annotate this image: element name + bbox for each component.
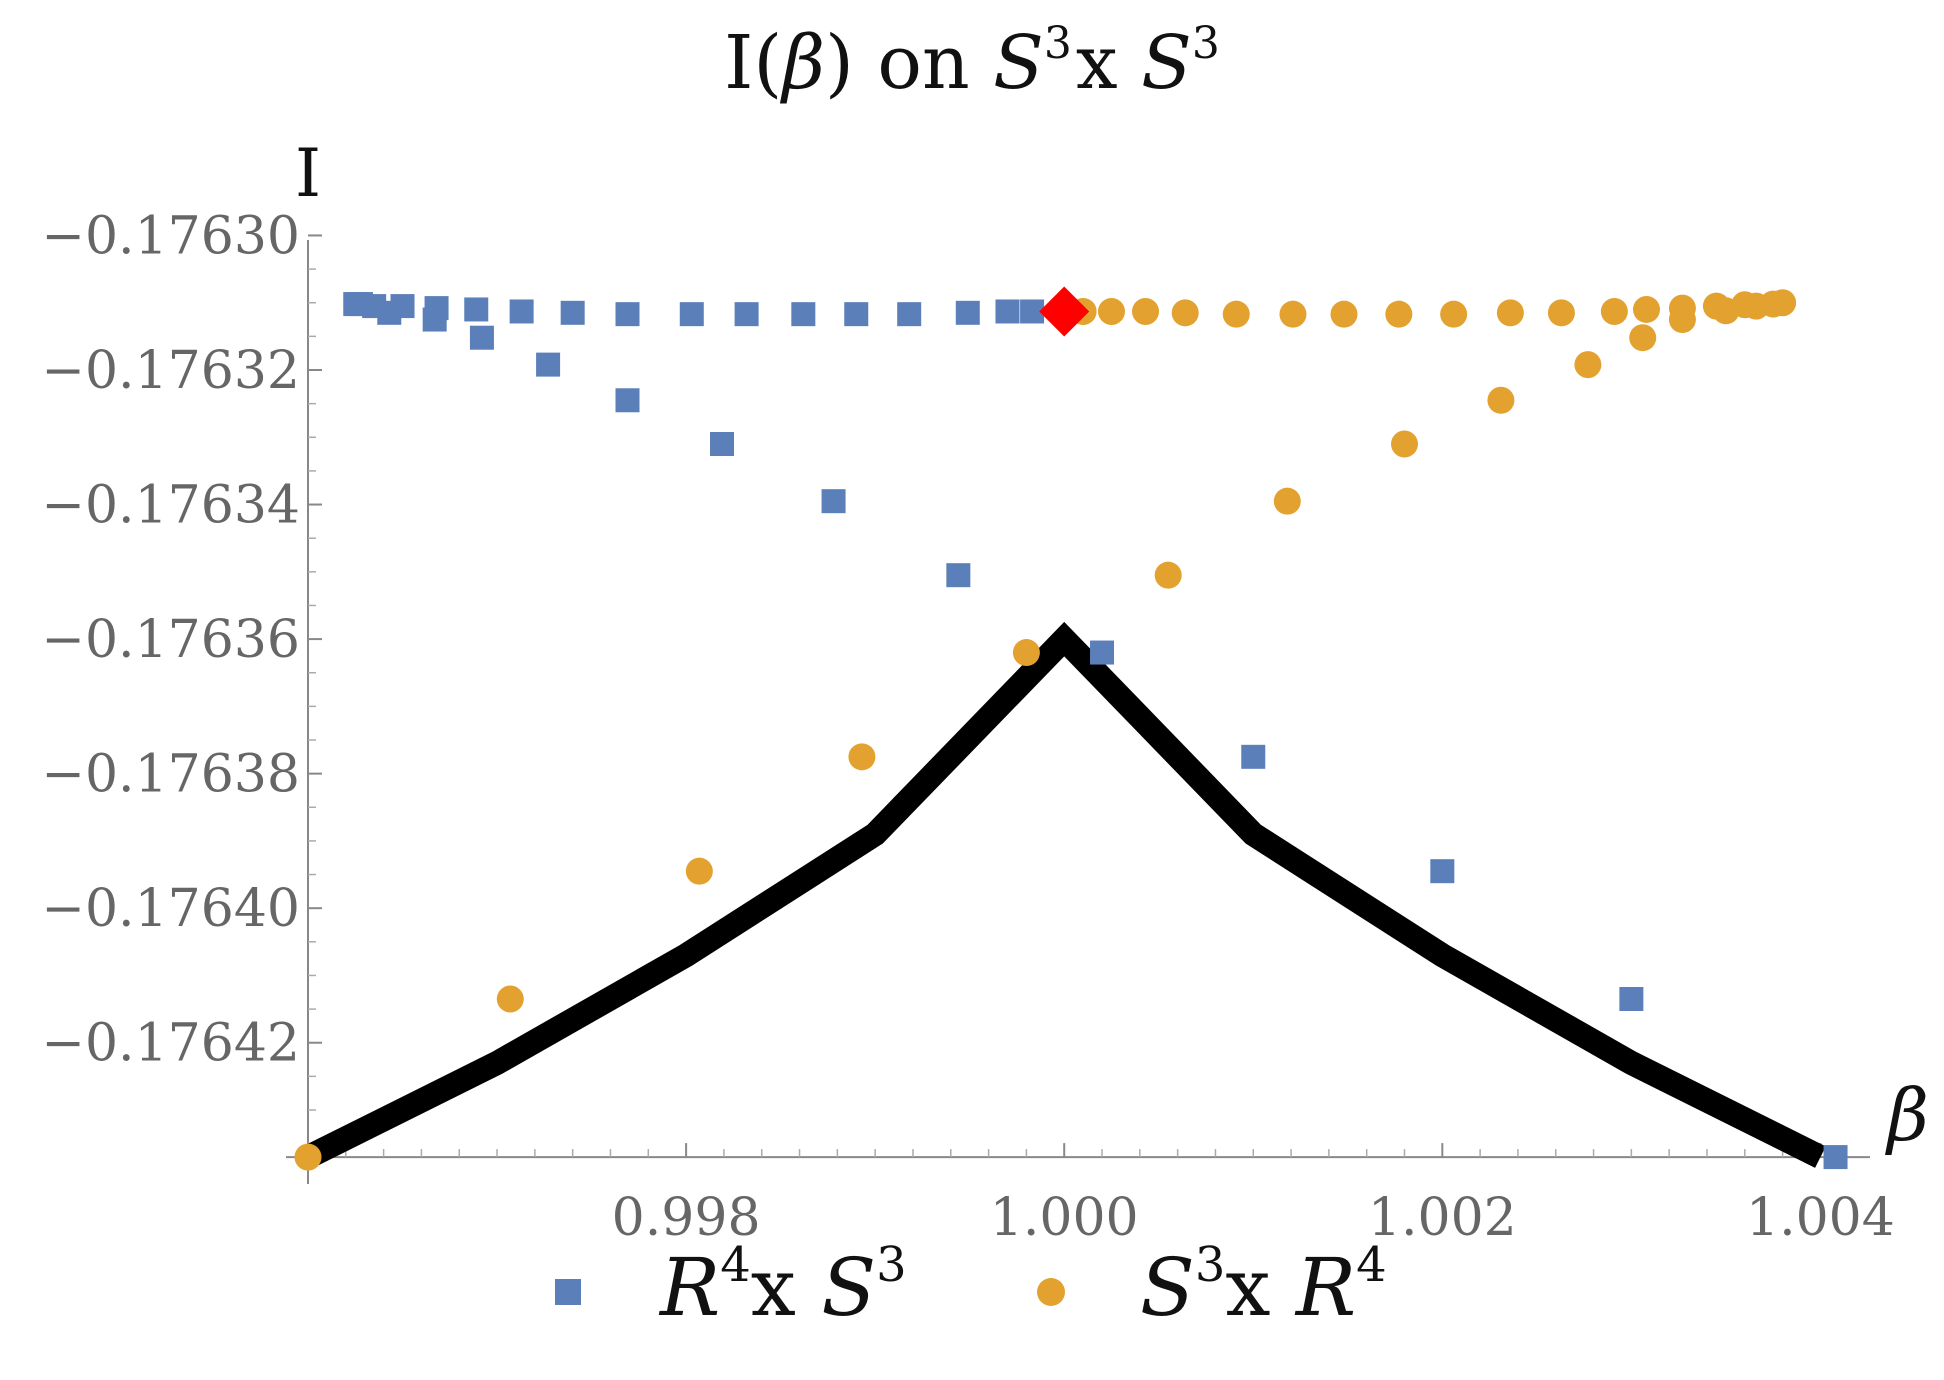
- title-beta-symbol: β: [779, 20, 825, 106]
- data-point-circle: [1600, 297, 1628, 325]
- data-point-square: [509, 299, 534, 324]
- data-point-square: [536, 352, 561, 377]
- data-point-square: [679, 302, 704, 327]
- data-point-square: [1430, 859, 1455, 884]
- data-point-square: [390, 294, 415, 319]
- axes: −0.17630 −0.17632 −0.17634 −0.17636 −0.17638…: [41, 206, 1894, 1248]
- y-tick-label: −0.17638: [41, 745, 300, 805]
- y-axis-label: I: [295, 135, 321, 212]
- data-point-circle: [1171, 299, 1199, 327]
- data-point-circle: [1012, 639, 1040, 667]
- legend-s3xr4-sup2: 4: [1356, 1237, 1387, 1293]
- y-tick-label: −0.17640: [41, 879, 300, 939]
- data-point-circle: [1279, 300, 1307, 328]
- title-sup1: 3: [1044, 18, 1072, 69]
- data-point-circle: [1391, 430, 1419, 458]
- legend-item-s3xr4: S3x R4: [1037, 1237, 1387, 1334]
- data-point-square: [615, 388, 640, 413]
- data-point-square: [1619, 987, 1644, 1011]
- data-point-square: [897, 302, 922, 327]
- y-tick-label: −0.17630: [41, 206, 300, 266]
- title-s1: S: [993, 20, 1044, 106]
- data-marks: [294, 286, 1848, 1171]
- x-tick-label: 1.002: [1368, 1188, 1517, 1248]
- legend-r4xs3-x: x: [751, 1241, 822, 1334]
- data-point-square: [734, 302, 759, 327]
- series-R4xS3: [343, 292, 1848, 1170]
- legend-r4xs3-s: S: [821, 1241, 876, 1334]
- data-point-square: [615, 302, 640, 327]
- data-point-square: [464, 297, 489, 322]
- title-sup2: 3: [1192, 18, 1220, 69]
- data-point-circle: [1629, 324, 1657, 352]
- data-point-circle: [1385, 300, 1413, 328]
- x-tick-label: 1.000: [990, 1188, 1139, 1248]
- chart-title: I(β) on S3x S3: [724, 18, 1220, 106]
- data-point-circle: [294, 1143, 322, 1171]
- legend: R4x S3 S3x R4: [555, 1237, 1387, 1334]
- data-point-circle: [496, 985, 524, 1013]
- svg-text:R4x S3: R4x S3: [658, 1237, 907, 1334]
- data-point-circle: [1574, 351, 1602, 379]
- data-point-square: [1020, 299, 1045, 324]
- data-point-circle: [1668, 306, 1696, 334]
- data-point-square: [844, 302, 869, 327]
- legend-r4xs3-sup2: 3: [876, 1237, 907, 1293]
- legend-r4xs3-main: R: [658, 1241, 720, 1334]
- data-point-circle: [685, 857, 713, 885]
- legend-s3xr4-main: S: [1140, 1241, 1195, 1334]
- svg-text:I(β) on S3x S3: I(β) on S3x S3: [724, 18, 1220, 106]
- y-tick-label: −0.17632: [41, 341, 300, 401]
- title-x: x: [1076, 20, 1141, 106]
- legend-r4xs3-sup1: 4: [720, 1237, 751, 1293]
- legend-circle-marker: [1037, 1278, 1065, 1306]
- x-axis-label: β: [1884, 1073, 1929, 1157]
- legend-s3xr4-s: R: [1294, 1241, 1356, 1334]
- y-tick-label: −0.17642: [41, 1014, 300, 1074]
- legend-s3xr4-x: x: [1225, 1241, 1296, 1334]
- title-text-main: I(: [724, 20, 782, 106]
- data-point-square: [469, 325, 494, 350]
- data-point-square: [424, 296, 449, 321]
- data-point-circle: [1440, 300, 1468, 328]
- data-point-circle: [1097, 297, 1125, 325]
- x-tick-label: 0.998: [612, 1188, 761, 1248]
- data-point-square: [955, 300, 980, 325]
- data-point-square: [995, 299, 1020, 324]
- data-point-circle: [1487, 386, 1515, 414]
- data-point-square: [710, 432, 735, 456]
- data-point-circle: [1132, 297, 1160, 325]
- data-point-circle: [1632, 295, 1660, 323]
- title-s2: S: [1141, 20, 1192, 106]
- data-point-circle: [1154, 561, 1182, 589]
- legend-s3xr4-sup1: 3: [1195, 1237, 1226, 1293]
- special-point-diamond: [1039, 286, 1090, 337]
- data-point-circle: [1769, 289, 1797, 317]
- data-point-square: [1241, 744, 1266, 769]
- data-point-circle: [1330, 300, 1358, 328]
- y-tick-label: −0.17636: [41, 610, 300, 670]
- data-point-square: [946, 563, 971, 588]
- data-point-circle: [1222, 300, 1250, 328]
- svg-text:S3x R4: S3x R4: [1140, 1237, 1387, 1334]
- data-point-circle: [1547, 299, 1575, 327]
- exact-curve: [302, 621, 1826, 1168]
- data-point-circle: [848, 743, 876, 771]
- data-point-square: [821, 489, 846, 514]
- data-point-circle: [1273, 487, 1301, 515]
- data-point-square: [560, 300, 585, 325]
- curve-layer: [302, 621, 1826, 1168]
- x-tick-label: 1.004: [1746, 1188, 1895, 1248]
- data-point-square: [791, 302, 816, 327]
- data-point-square: [1823, 1145, 1848, 1170]
- legend-square-marker: [555, 1279, 581, 1305]
- legend-item-r4xs3: R4x S3: [555, 1237, 907, 1334]
- y-tick-label: −0.17634: [41, 476, 300, 536]
- series-S3xR4: [294, 289, 1797, 1171]
- data-point-square: [1090, 640, 1115, 665]
- data-point-circle: [1496, 299, 1524, 327]
- title-text-mid: ) on: [825, 20, 993, 106]
